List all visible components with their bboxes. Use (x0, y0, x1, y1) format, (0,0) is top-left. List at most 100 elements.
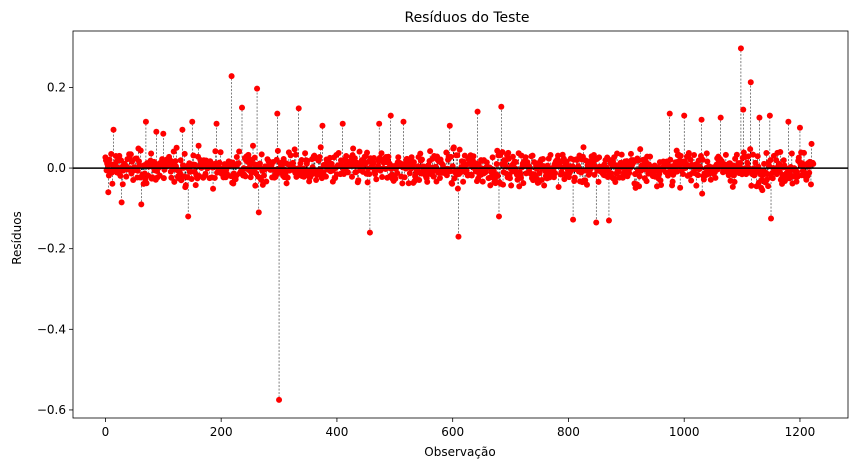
residual-point (400, 118, 407, 125)
residual-point (455, 233, 462, 240)
residual-point (796, 124, 803, 131)
residual-point (284, 174, 291, 181)
residual-point (385, 153, 392, 160)
residual-point (658, 181, 665, 188)
residual-point (317, 144, 324, 151)
residual-point (541, 182, 548, 189)
residual-point (171, 178, 178, 185)
residual-point (247, 174, 254, 181)
residual-point (119, 181, 126, 188)
residual-point (748, 182, 755, 189)
residual-point (313, 176, 320, 183)
residual-point (450, 144, 457, 151)
residual-point (443, 172, 450, 179)
residual-point (395, 154, 402, 161)
points-layer (102, 45, 817, 403)
residual-point (555, 152, 562, 159)
residual-point (276, 396, 283, 403)
residual-point (217, 149, 224, 156)
residual-point (394, 169, 401, 176)
residual-point (712, 174, 719, 181)
x-tick-label: 1200 (785, 425, 816, 439)
residual-point (117, 172, 124, 179)
residual-point (703, 150, 710, 157)
residual-point (430, 173, 437, 180)
residual-point (494, 172, 501, 179)
y-tick-label: 0.0 (47, 161, 66, 175)
residual-point (456, 146, 463, 153)
residual-point (343, 153, 350, 160)
residual-point (182, 182, 189, 189)
residual-point (487, 182, 494, 189)
residual-point (750, 151, 757, 158)
residual-point (460, 178, 467, 185)
residual-point (614, 150, 621, 157)
residual-point (408, 154, 415, 161)
residual-point (583, 181, 590, 188)
residual-point (593, 219, 600, 226)
residual-point (379, 174, 386, 181)
residual-point (195, 142, 202, 149)
residual-point (605, 217, 612, 224)
residual-point (806, 169, 813, 176)
residual-point (283, 180, 290, 187)
residual-point (517, 174, 524, 181)
residual-point (292, 151, 299, 158)
residual-point (258, 151, 265, 158)
y-tick-label: −0.4 (37, 322, 66, 336)
residual-point (263, 178, 270, 185)
residual-point (596, 154, 603, 161)
residual-point (571, 174, 578, 181)
residual-point (118, 199, 125, 206)
residual-point (436, 175, 443, 182)
residual-point (677, 152, 684, 159)
y-tick-label: 0.2 (47, 80, 66, 94)
residual-point (188, 176, 195, 183)
residual-point (109, 180, 116, 187)
residual-point (677, 184, 684, 191)
residual-point (213, 120, 220, 127)
residual-point (539, 155, 546, 162)
residual-point (754, 153, 761, 160)
residual-point (233, 153, 240, 160)
residual-point (252, 182, 259, 189)
residual-point (143, 180, 150, 187)
residual-point (470, 153, 477, 160)
residual-point (512, 158, 519, 165)
residual-point (522, 154, 529, 161)
residual-point (761, 160, 768, 167)
residual-point (356, 148, 363, 155)
residual-point (110, 126, 117, 133)
residual-point (643, 178, 650, 185)
residual-point (759, 187, 766, 194)
residual-point (667, 156, 674, 163)
residual-point (370, 154, 377, 161)
residual-point (447, 153, 454, 160)
residual-point (406, 170, 413, 177)
stems-layer (105, 48, 814, 400)
residual-point (731, 178, 738, 185)
residual-point (375, 162, 382, 169)
residual-point (552, 170, 559, 177)
residual-point (153, 128, 160, 135)
residual-point (808, 140, 815, 147)
residual-point (168, 174, 175, 181)
residual-point (449, 180, 456, 187)
residual-point (210, 185, 217, 192)
residual-point (348, 173, 355, 180)
residual-point (498, 103, 505, 110)
residual-point (339, 120, 346, 127)
residual-point (322, 173, 329, 180)
residual-point (685, 150, 692, 157)
residual-point (699, 190, 706, 197)
residual-point (729, 183, 736, 190)
residual-point (636, 173, 643, 180)
residual-point (547, 151, 554, 158)
residual-point (376, 120, 383, 127)
residual-point (536, 170, 543, 177)
residual-point (529, 152, 536, 159)
residual-point (416, 177, 423, 184)
x-ticks: 0 200 400 600 800 1000 1200 (102, 418, 816, 439)
residual-point (717, 114, 724, 121)
residual-point (508, 182, 515, 189)
